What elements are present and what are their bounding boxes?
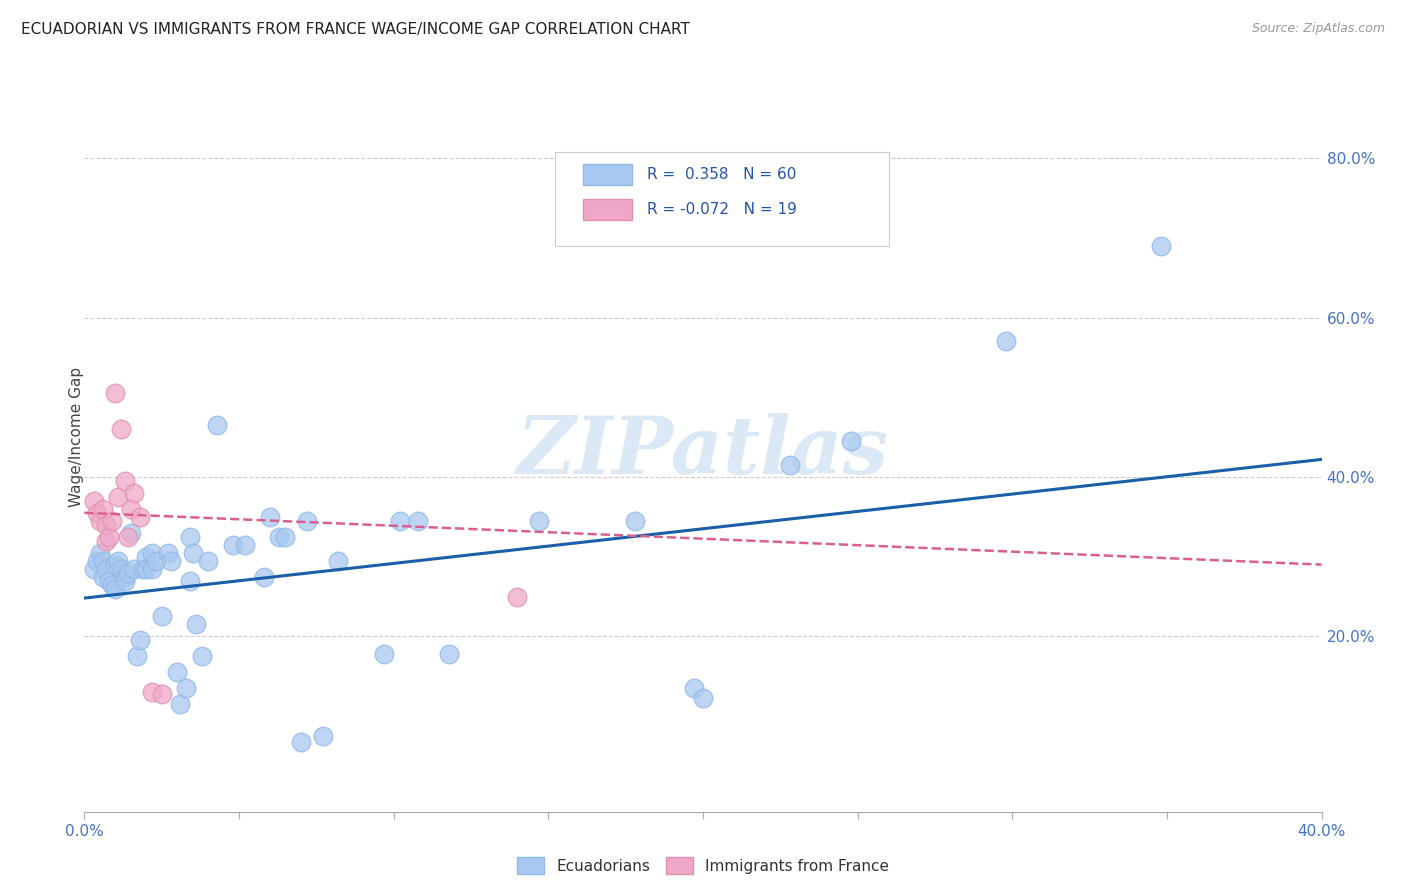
Point xyxy=(527,514,550,528)
Point xyxy=(141,546,163,560)
Point xyxy=(692,690,714,705)
Point xyxy=(122,486,145,500)
Point xyxy=(179,574,201,588)
Point xyxy=(89,546,111,560)
Point xyxy=(150,609,173,624)
Bar xyxy=(583,199,633,219)
Point xyxy=(439,647,461,661)
Point xyxy=(779,458,801,472)
Point xyxy=(114,574,136,588)
Legend: Ecuadorians, Immigrants from France: Ecuadorians, Immigrants from France xyxy=(510,851,896,880)
Text: R = -0.072   N = 19: R = -0.072 N = 19 xyxy=(647,202,797,217)
Point xyxy=(179,530,201,544)
Point xyxy=(122,561,145,575)
Point xyxy=(191,649,214,664)
Point xyxy=(259,509,281,524)
Point xyxy=(388,514,411,528)
Point xyxy=(132,561,155,575)
Point xyxy=(253,569,276,583)
Point xyxy=(83,493,105,508)
Point xyxy=(233,538,256,552)
Point xyxy=(311,729,333,743)
Point xyxy=(101,577,124,591)
Point xyxy=(150,687,173,701)
Point xyxy=(114,569,136,583)
Point xyxy=(125,649,148,664)
Point xyxy=(995,334,1018,349)
Point xyxy=(160,554,183,568)
Point xyxy=(91,569,114,583)
Point xyxy=(290,734,312,748)
Point xyxy=(107,554,129,568)
Y-axis label: Wage/Income Gap: Wage/Income Gap xyxy=(69,367,83,508)
Point xyxy=(94,561,117,575)
FancyBboxPatch shape xyxy=(554,153,889,246)
Point xyxy=(156,546,179,560)
Point xyxy=(141,685,163,699)
Point xyxy=(184,617,207,632)
Point xyxy=(91,554,114,568)
Point xyxy=(295,514,318,528)
Point xyxy=(120,501,142,516)
Point xyxy=(104,582,127,596)
Point xyxy=(114,474,136,488)
Text: Source: ZipAtlas.com: Source: ZipAtlas.com xyxy=(1251,22,1385,36)
Point xyxy=(145,554,167,568)
Point xyxy=(1150,239,1173,253)
Point xyxy=(107,490,129,504)
Point xyxy=(135,549,157,564)
Point xyxy=(624,514,647,528)
Point xyxy=(506,590,529,604)
Point xyxy=(222,538,245,552)
Bar xyxy=(583,163,633,185)
Point xyxy=(269,530,291,544)
Point xyxy=(169,697,191,711)
Point xyxy=(91,501,114,516)
Point xyxy=(207,418,229,433)
Point xyxy=(117,566,139,580)
Point xyxy=(135,561,157,575)
Point xyxy=(98,530,121,544)
Point xyxy=(94,517,117,532)
Point xyxy=(86,506,108,520)
Point xyxy=(120,525,142,540)
Point xyxy=(181,546,204,560)
Point xyxy=(373,647,395,661)
Text: ECUADORIAN VS IMMIGRANTS FROM FRANCE WAGE/INCOME GAP CORRELATION CHART: ECUADORIAN VS IMMIGRANTS FROM FRANCE WAG… xyxy=(21,22,690,37)
Point xyxy=(94,533,117,548)
Point xyxy=(110,422,132,436)
Point xyxy=(141,561,163,575)
Point xyxy=(86,554,108,568)
Point xyxy=(101,514,124,528)
Point xyxy=(129,633,152,648)
Point xyxy=(197,554,219,568)
Point xyxy=(83,561,105,575)
Text: R =  0.358   N = 60: R = 0.358 N = 60 xyxy=(647,167,797,182)
Point xyxy=(682,681,704,695)
Point xyxy=(274,530,297,544)
Point xyxy=(98,574,121,588)
Point xyxy=(104,558,127,572)
Point xyxy=(104,386,127,401)
Point xyxy=(326,554,349,568)
Point xyxy=(176,681,198,695)
Point xyxy=(841,434,863,448)
Point xyxy=(89,514,111,528)
Point xyxy=(117,530,139,544)
Point xyxy=(166,665,188,680)
Point xyxy=(408,514,430,528)
Text: ZIPatlas: ZIPatlas xyxy=(517,413,889,491)
Point xyxy=(129,509,152,524)
Point xyxy=(110,561,132,575)
